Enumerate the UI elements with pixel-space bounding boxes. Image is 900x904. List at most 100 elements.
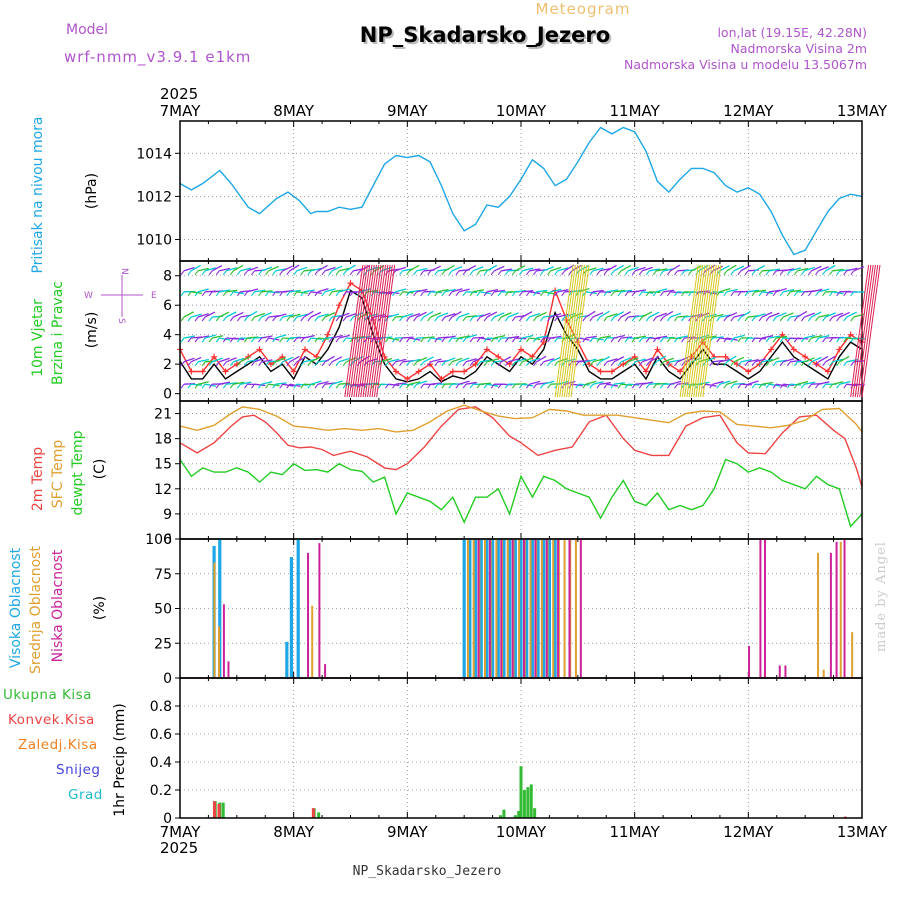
wind-barb-flag xyxy=(470,384,473,388)
wind-gust-streak xyxy=(377,265,395,397)
wind-barb-flag xyxy=(244,384,247,388)
wind-barb-flag xyxy=(400,292,403,296)
wind-barb-flag xyxy=(773,271,776,275)
wind-barb-flag xyxy=(816,292,819,296)
y-tick-label: 50 xyxy=(154,602,172,618)
wind-barb-flag xyxy=(252,292,255,296)
compass-north: N xyxy=(119,268,129,275)
wind-barb-flag xyxy=(787,317,790,321)
cloud-bar xyxy=(507,539,509,678)
wind-barb-flag xyxy=(646,338,649,342)
wind-barb-flag xyxy=(823,292,826,296)
wind-barb-flag xyxy=(188,338,191,342)
wind-barb-flag xyxy=(315,271,318,275)
wind-barb-flag xyxy=(259,317,262,321)
wind-ylabel-a: 10m Vjetar xyxy=(30,299,46,377)
wind-barb-flag xyxy=(597,317,600,321)
wind-gust-streak xyxy=(555,265,573,397)
wind-barb-flag xyxy=(343,338,346,342)
temp-ylabel-c: dewpt Temp xyxy=(70,430,86,515)
precip-bar xyxy=(218,804,221,818)
wind-barb-flag xyxy=(660,384,663,388)
wind-barb-flag xyxy=(590,338,593,342)
temp-ylabel-b: SFC Temp xyxy=(50,440,66,509)
wind-barb-flag xyxy=(230,384,233,388)
watermark: made by Angel xyxy=(874,541,889,652)
wind-barb-flag xyxy=(435,317,438,321)
wind-gust-streak xyxy=(696,265,714,397)
cloud-bar xyxy=(851,632,853,678)
cloud-bar xyxy=(489,539,491,678)
wind-barb-flag xyxy=(252,317,255,321)
wind-barb-flag xyxy=(400,338,403,342)
cloud-bar xyxy=(285,642,288,678)
wind-barb-flag xyxy=(266,338,269,342)
cloud-bar xyxy=(324,664,326,678)
wind-barb-flag xyxy=(526,271,529,275)
cloud-bar xyxy=(541,539,543,678)
wind-barb-flag xyxy=(237,317,240,321)
wind-barb xyxy=(346,265,355,271)
cloud-bar xyxy=(779,665,781,678)
wind-barb-flag xyxy=(773,362,776,366)
x-tick-label-bottom: 10MAY xyxy=(496,823,547,841)
wind-barb-flag xyxy=(336,384,339,388)
wind-barb-flag xyxy=(787,271,790,275)
wind-barb-flag xyxy=(830,317,833,321)
cloud-bar xyxy=(478,539,480,678)
wind-barb-flag xyxy=(611,271,614,275)
wind-barb-flag xyxy=(590,271,593,275)
wind-barb xyxy=(741,384,752,385)
cloud-bar xyxy=(463,539,466,678)
precip-bar xyxy=(530,784,533,818)
wind-barb-flag xyxy=(428,317,431,321)
wind-barb-flag xyxy=(632,271,635,275)
wind-barb-flag xyxy=(477,292,480,296)
wind-barb-flag xyxy=(400,384,403,388)
wind-barb-flag xyxy=(625,317,628,321)
wind-barb-flag xyxy=(259,338,262,342)
wind-barb-flag xyxy=(639,384,642,388)
wind-barb-flag xyxy=(675,317,678,321)
wind-barb-flag xyxy=(787,362,790,366)
cloud-ylabel-b: Srednja Oblacnost xyxy=(28,546,44,674)
wind-barb-flag xyxy=(223,384,226,388)
cloud-bar xyxy=(844,539,846,678)
wind-barb-flag xyxy=(794,292,797,296)
y-tick-label: 2 xyxy=(163,357,172,373)
wind-barb-flag xyxy=(259,362,262,366)
y-tick-label: 1010 xyxy=(136,232,172,248)
compass-west: W xyxy=(84,291,93,301)
wind-barb-flag xyxy=(259,292,262,296)
precip-bar xyxy=(317,812,320,818)
cloud-bar xyxy=(823,670,825,678)
wind-gust-streak xyxy=(365,265,383,397)
cloud-bar xyxy=(500,539,502,678)
wind-barb-flag xyxy=(653,384,656,388)
wind-barb-flag xyxy=(498,338,501,342)
wind-barb-flag xyxy=(308,292,311,296)
wind-barb-flag xyxy=(830,338,833,342)
wind-barb-flag xyxy=(202,317,205,321)
wind-barb-flag xyxy=(477,317,480,321)
wind-barb-flag xyxy=(519,384,522,388)
wind-barb-flag xyxy=(202,338,205,342)
precip-bar xyxy=(526,787,529,818)
y-tick-label: 0.2 xyxy=(150,783,172,799)
y-tick-label: 6 xyxy=(163,298,172,314)
wind-barb-flag xyxy=(280,271,283,275)
cloud-unit: (%) xyxy=(92,596,108,620)
wind-barb-flag xyxy=(534,384,537,388)
wind-barb-flag xyxy=(428,271,431,275)
wind-barb-flag xyxy=(611,292,614,296)
wind-barb-flag xyxy=(823,362,826,366)
wind-barb-flag xyxy=(491,271,494,275)
cloud-bar xyxy=(580,539,582,678)
wind-gust-streak xyxy=(687,265,705,397)
y-tick-label: 4 xyxy=(163,328,172,344)
cloud-bar xyxy=(575,539,577,678)
wind-barb-flag xyxy=(534,271,537,275)
wind-barb-flag xyxy=(343,271,346,275)
wind-gust-streak xyxy=(703,265,721,397)
